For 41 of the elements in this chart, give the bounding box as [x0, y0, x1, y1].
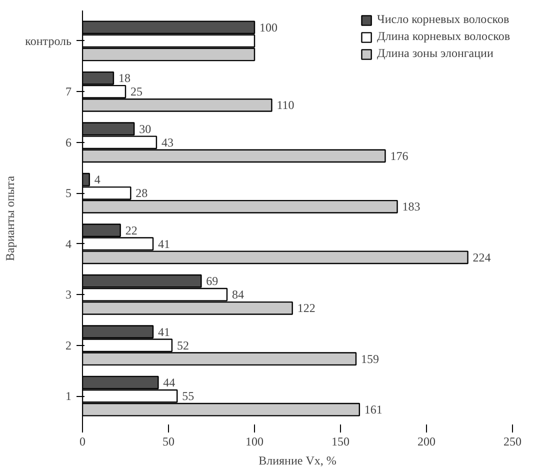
y-tick-label: 6	[66, 135, 72, 150]
data-label: 183	[402, 200, 420, 214]
x-tick-label: 100	[246, 434, 264, 448]
y-tick-label: 5	[66, 186, 72, 200]
data-label: 110	[276, 98, 294, 112]
y-axis-title: Варианты опыта	[3, 175, 18, 262]
y-tick-label: 3	[66, 288, 72, 302]
y-tick-label: 1	[66, 389, 72, 404]
data-label: 122	[297, 301, 316, 316]
data-label: 41	[158, 236, 170, 251]
data-label: 224	[472, 250, 491, 264]
data-label: 100	[260, 20, 278, 34]
data-label: 43	[161, 135, 174, 150]
data-label: 52	[176, 338, 189, 352]
y-tick-label: 2	[66, 338, 72, 352]
data-label: 84	[232, 288, 244, 302]
data-label: 55	[182, 389, 194, 404]
legend-label: Длина зоны элонгации	[377, 46, 494, 61]
x-tick-label: 250	[504, 434, 522, 448]
data-label: 161	[364, 402, 382, 417]
data-label: 41	[158, 324, 170, 339]
data-label: 22	[125, 223, 138, 238]
legend-label: Длина корневых волосков	[377, 29, 510, 44]
x-tick-label: 50	[162, 434, 174, 448]
data-label: 18	[118, 71, 130, 86]
x-tick-label: 200	[418, 434, 436, 448]
data-label: 4	[94, 172, 100, 187]
x-tick-label: 0	[80, 434, 86, 448]
legend-label: Число корневых волосков	[377, 12, 510, 27]
y-tick-label: контроль	[25, 34, 72, 48]
data-label: 159	[360, 352, 379, 366]
x-axis-title: Влияние Vx, %	[258, 454, 336, 468]
x-tick-label: 150	[332, 434, 350, 448]
data-label: 30	[139, 122, 152, 136]
data-label: 28	[136, 186, 148, 200]
y-tick-label: 7	[66, 84, 72, 99]
data-label: 25	[130, 84, 142, 99]
data-label: 176	[390, 148, 408, 163]
data-label: 69	[206, 274, 218, 288]
y-tick-label: 4	[66, 236, 72, 251]
data-label: 44	[163, 376, 176, 390]
